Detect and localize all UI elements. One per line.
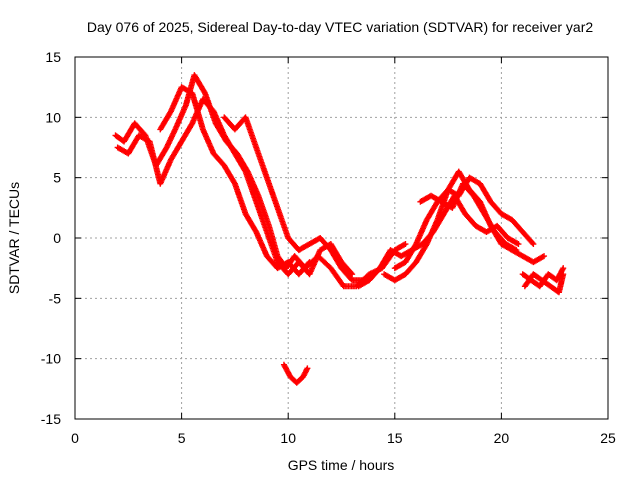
data-point-marker [305, 260, 312, 267]
y-tick-label: 10 [45, 109, 61, 125]
y-tick-label: -10 [41, 351, 61, 367]
data-point-marker [560, 271, 567, 278]
series-track-c [157, 84, 313, 278]
data-point-marker [241, 167, 248, 174]
series-track-d [221, 114, 366, 284]
data-point-marker [530, 241, 537, 248]
data-point-marker [515, 241, 522, 248]
data-points [112, 72, 567, 386]
series-track-j [521, 271, 567, 296]
y-tick-label: -15 [41, 411, 61, 427]
y-tick-label: 5 [53, 170, 61, 186]
x-tick-label: 20 [494, 430, 510, 446]
series-track-h [417, 180, 520, 254]
data-point-marker [304, 365, 311, 372]
data-point-marker [402, 241, 409, 248]
axes: 0 5 10 15 20 25 -15 -10 -5 0 5 10 15 [41, 49, 616, 446]
series-track-k [280, 361, 311, 386]
x-axis-label: GPS time / hours [288, 457, 395, 473]
x-tick-label: 25 [600, 430, 616, 446]
y-tick-label: 15 [45, 49, 61, 65]
series-track-g [391, 174, 537, 272]
data-point-marker [529, 239, 536, 246]
y-tick-label: 0 [53, 230, 61, 246]
data-point-marker [306, 259, 313, 266]
x-tick-label: 5 [178, 430, 186, 446]
x-tick-label: 15 [387, 430, 403, 446]
data-point-marker [560, 265, 567, 272]
data-point-marker [541, 253, 548, 260]
y-tick-label: -5 [49, 290, 62, 306]
x-tick-label: 10 [280, 430, 296, 446]
data-point-marker [201, 88, 208, 95]
y-axis-label: SDTVAR / TECUs [6, 182, 22, 294]
chart-title: Day 076 of 2025, Sidereal Day-to-day VTE… [87, 19, 593, 35]
data-point-marker [231, 179, 238, 186]
grid-lines [75, 57, 608, 419]
x-tick-label: 0 [71, 430, 79, 446]
data-point-marker [513, 247, 520, 254]
